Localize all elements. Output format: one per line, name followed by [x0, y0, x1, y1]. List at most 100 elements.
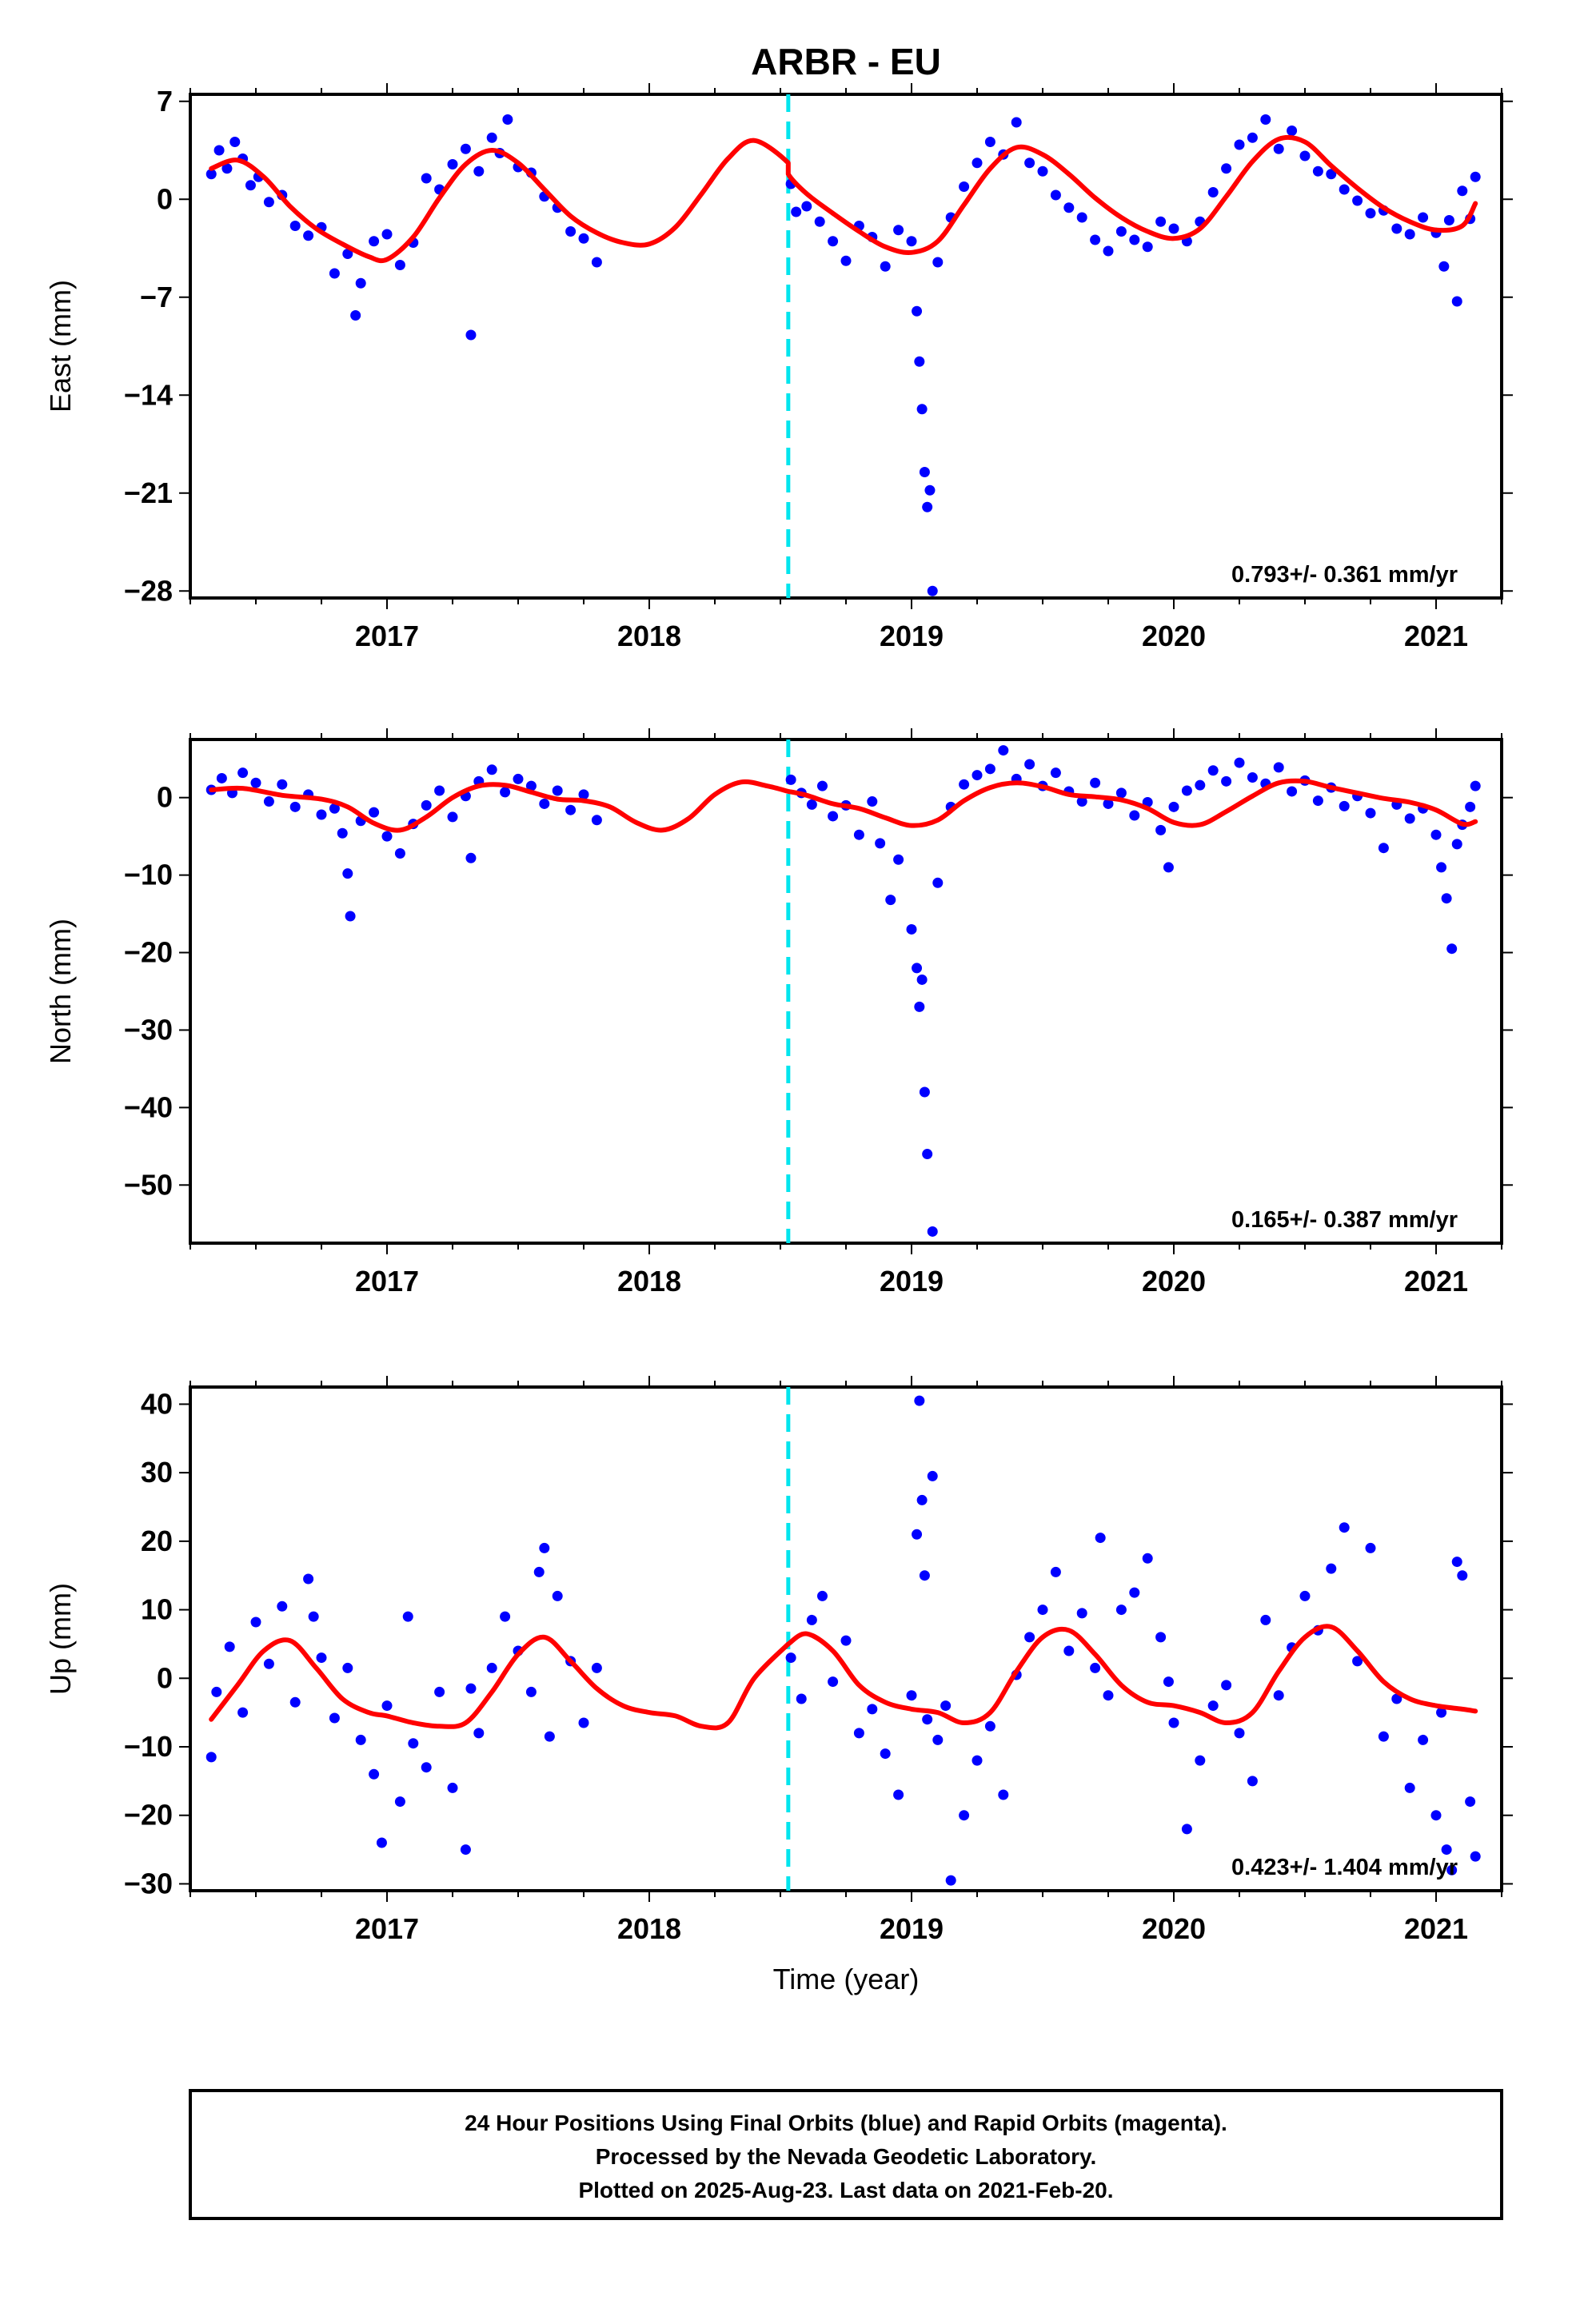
- data-point: [376, 1837, 387, 1848]
- data-point: [1441, 893, 1452, 904]
- data-point: [369, 236, 380, 247]
- data-point: [1076, 796, 1087, 807]
- data-point: [591, 815, 602, 826]
- y-tick-label: 40: [141, 1387, 173, 1420]
- data-point: [1446, 1864, 1458, 1876]
- data-point: [263, 197, 274, 208]
- data-point: [1312, 165, 1323, 177]
- data-point: [1090, 234, 1101, 245]
- data-point: [434, 1686, 445, 1697]
- data-point: [828, 811, 839, 822]
- y-tick-label: −21: [124, 476, 173, 509]
- data-point: [381, 229, 393, 240]
- data-point: [308, 1611, 319, 1622]
- data-point: [460, 1844, 471, 1856]
- y-tick-label: −20: [124, 936, 173, 969]
- data-point: [473, 1728, 485, 1739]
- data-point: [1155, 1632, 1167, 1643]
- data-point: [465, 329, 477, 341]
- data-point: [277, 779, 288, 790]
- x-tick-label: 2019: [880, 1265, 944, 1298]
- data-point: [1352, 1656, 1363, 1667]
- data-point: [893, 1789, 904, 1800]
- y-tick-label: 10: [141, 1593, 173, 1626]
- data-point: [1299, 1590, 1311, 1601]
- x-tick-label: 2018: [617, 620, 681, 652]
- data-point: [525, 1686, 537, 1697]
- y-tick-label: −40: [124, 1090, 173, 1123]
- data-point: [914, 356, 925, 367]
- x-tick-label: 2021: [1404, 1912, 1468, 1945]
- data-point: [840, 255, 852, 266]
- data-layer-north: [205, 745, 1481, 1237]
- data-point: [916, 1494, 928, 1505]
- data-point: [213, 145, 225, 156]
- data-point: [814, 216, 825, 227]
- data-point: [1234, 1728, 1245, 1739]
- data-point: [421, 799, 432, 811]
- data-point: [867, 796, 878, 807]
- data-point: [473, 165, 485, 177]
- data-point: [916, 404, 928, 415]
- data-point: [1115, 1604, 1127, 1616]
- data-point: [932, 1734, 944, 1745]
- data-point: [1076, 212, 1087, 223]
- y-axis-label-north: North (mm): [44, 919, 77, 1064]
- data-point: [539, 798, 550, 809]
- data-point: [1299, 150, 1311, 161]
- data-point: [1339, 800, 1350, 811]
- data-point: [1465, 801, 1476, 812]
- data-point: [250, 777, 261, 788]
- y-tick-label: 0: [157, 1661, 173, 1694]
- y-tick-label: −30: [124, 1867, 173, 1899]
- y-tick-label: 20: [141, 1525, 173, 1557]
- data-point: [1441, 1844, 1452, 1856]
- data-point: [1076, 1608, 1087, 1619]
- data-point: [1095, 1533, 1106, 1544]
- data-point: [1234, 757, 1245, 768]
- data-point: [1221, 163, 1232, 174]
- data-point: [914, 1395, 925, 1406]
- data-point: [880, 261, 891, 272]
- data-point: [1063, 202, 1075, 213]
- data-point: [263, 796, 274, 807]
- x-tick-label: 2017: [355, 1912, 419, 1945]
- data-point: [1470, 171, 1481, 182]
- data-point: [355, 1734, 366, 1745]
- data-point: [1326, 169, 1337, 180]
- y-tick-label: 0: [157, 781, 173, 814]
- data-point: [984, 1720, 995, 1732]
- data-point: [893, 854, 904, 865]
- data-point: [421, 1762, 432, 1773]
- data-point: [919, 1570, 930, 1581]
- panels-group: 2017 2018 2019 2020 2021 7 0 −7 −14 −21 −28 East (m…: [44, 83, 1513, 1945]
- footer-line-2: Processed by the Nevada Geodetic Laborat…: [596, 2144, 1097, 2169]
- data-point: [1378, 843, 1389, 854]
- velocity-label-north: 0.165+/- 0.387 mm/yr: [1231, 1207, 1458, 1233]
- data-point: [1103, 1690, 1114, 1701]
- model-fit-line: [209, 778, 1478, 833]
- data-point: [229, 137, 241, 147]
- data-point: [350, 310, 361, 321]
- data-point: [342, 1662, 353, 1673]
- data-point: [1234, 139, 1245, 150]
- chart-title: ARBR - EU: [751, 41, 941, 82]
- data-point: [914, 1001, 925, 1012]
- data-point: [867, 1704, 878, 1715]
- data-point: [1142, 1553, 1153, 1564]
- data-point: [205, 169, 217, 180]
- data-point: [1103, 245, 1114, 257]
- data-point: [1457, 185, 1468, 197]
- x-tick-label: 2017: [355, 1265, 419, 1298]
- data-point: [502, 114, 513, 125]
- data-point: [1129, 1587, 1140, 1598]
- data-point: [1103, 798, 1114, 809]
- data-point: [1181, 1824, 1192, 1835]
- data-point: [972, 157, 983, 169]
- data-point: [369, 807, 380, 818]
- data-point: [303, 1573, 314, 1585]
- data-point: [486, 1662, 497, 1673]
- data-point: [578, 233, 589, 244]
- data-point: [1312, 795, 1323, 807]
